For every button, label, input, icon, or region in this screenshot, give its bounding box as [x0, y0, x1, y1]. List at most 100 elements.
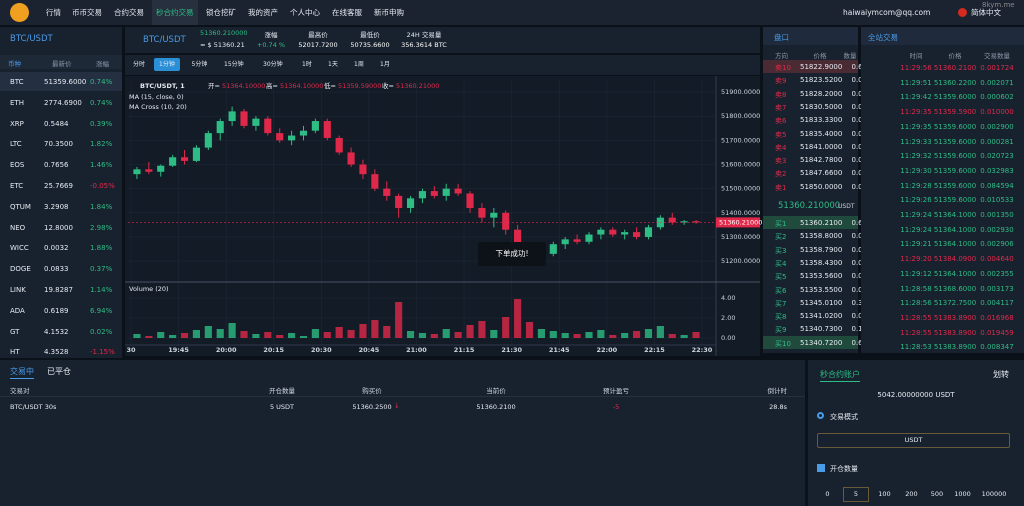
mode-label: 交易模式	[830, 413, 858, 421]
orderbook-price: 51353.5600	[800, 272, 843, 281]
market-coin[interactable]: LTC	[10, 140, 22, 149]
market-change: 1.46%	[90, 161, 113, 170]
market-coin[interactable]: LINK	[10, 286, 26, 294]
positions-tab[interactable]: 已平仓	[47, 367, 71, 376]
volume-bar	[502, 317, 510, 338]
market-price: 2774.6900	[44, 98, 82, 107]
nav-item[interactable]: 币币交易	[72, 8, 102, 17]
volume-bar	[252, 334, 260, 338]
positions-column: 当前价	[486, 387, 506, 395]
market-coin[interactable]: NEO	[10, 223, 26, 232]
orderbook-price: 51822.9000	[800, 63, 843, 71]
interval-button[interactable]: 15分钟	[224, 61, 244, 68]
amount-button[interactable]: 100000	[981, 490, 1007, 498]
trades-column: 交易数量	[984, 52, 1010, 60]
orderbook-price: 51835.4000	[800, 129, 843, 138]
trade-time: 11:29:30	[900, 166, 932, 175]
orderbook-side: 买5	[775, 273, 787, 282]
interval-button[interactable]: 1时	[302, 61, 312, 68]
orderbook-price: 51828.2000	[800, 89, 843, 98]
trade-price: 51360.2100	[933, 64, 977, 72]
candle-body	[621, 232, 629, 235]
account-title[interactable]: 秒合约账户	[820, 369, 860, 382]
candle-body	[573, 239, 581, 242]
legend-value: 51364.10000	[222, 82, 265, 90]
trade-amount: 0.004117	[980, 299, 1014, 308]
market-price: 3.2908	[44, 202, 69, 211]
positions-cell: -5	[612, 403, 620, 411]
interval-button[interactable]: 5分钟	[191, 61, 208, 68]
candle-body	[133, 169, 141, 175]
market-coin[interactable]: ETH	[10, 98, 24, 107]
orderbook-side: 买9	[775, 326, 787, 335]
trades-header	[861, 27, 1024, 45]
market-coin[interactable]: ADA	[10, 306, 25, 315]
nav-item[interactable]: 合约交易	[114, 8, 144, 17]
interval-button[interactable]: 1周	[354, 61, 364, 68]
mode-button[interactable]: USDT	[817, 433, 1010, 448]
amount-button[interactable]: 1000	[954, 490, 971, 498]
volume-bar	[537, 329, 545, 338]
nav-item[interactable]: 我的资产	[248, 8, 278, 17]
market-price: 0.5484	[44, 119, 69, 128]
market-coin[interactable]: DOGE	[10, 265, 31, 274]
volume-bar	[644, 329, 653, 338]
amount-button[interactable]: 200	[905, 490, 918, 498]
amount-button[interactable]: 5	[843, 487, 869, 502]
y-tick-label: 4.00	[721, 294, 735, 302]
nav-item[interactable]: 个人中心	[290, 8, 320, 17]
volume-title: Volume (20)	[129, 285, 169, 293]
volume-bar	[371, 320, 379, 338]
market-coin[interactable]: XRP	[10, 119, 24, 128]
positions-column: 购买价	[362, 387, 382, 395]
nav-item[interactable]: 在线客服	[332, 8, 362, 17]
x-tick-label: 21:45	[549, 346, 570, 354]
amount-button[interactable]: 500	[930, 490, 944, 498]
market-coin[interactable]: EOS	[10, 161, 25, 170]
trade-time: 11:28:58	[900, 284, 932, 293]
market-coin[interactable]: ETC	[10, 182, 24, 190]
interval-button[interactable]: 分时	[133, 61, 146, 68]
ticker-stat-label: 24H 交易量	[406, 31, 442, 39]
positions-tab[interactable]: 交易中	[10, 366, 34, 379]
market-price: 0.7656	[44, 161, 69, 170]
nav-item[interactable]: 秒合约交易	[152, 0, 198, 25]
volume-bar	[621, 333, 629, 338]
market-price: 70.3500	[44, 140, 73, 149]
trade-amount: 0.002355	[980, 269, 1014, 278]
language[interactable]: 简体中文	[971, 8, 1001, 17]
nav-item[interactable]: 行情	[46, 8, 61, 17]
market-coin[interactable]: GT	[10, 327, 20, 336]
legend-value: 51360.21000	[396, 82, 439, 90]
nav-item[interactable]: 新币申购	[374, 8, 404, 17]
y-tick-label: 51700.0000	[721, 136, 760, 144]
x-tick-label: 21:30	[501, 346, 522, 354]
legend-label: 收=	[382, 81, 394, 90]
volume-bar	[585, 332, 593, 338]
account-transfer[interactable]: 划转	[993, 370, 1009, 379]
market-coin[interactable]: QTUM	[10, 202, 31, 211]
candle-body	[252, 118, 260, 126]
trades-title: 全站交易	[868, 33, 898, 42]
legend-value: 51359.59000	[338, 82, 381, 90]
interval-button[interactable]: 30分钟	[263, 61, 283, 68]
market-head	[0, 55, 122, 69]
market-coin[interactable]: WICC	[10, 244, 29, 253]
candle-body	[549, 244, 557, 254]
candle-body	[145, 169, 153, 172]
market-coin[interactable]: HT	[10, 348, 20, 357]
nav-item[interactable]: 锁仓挖矿	[206, 8, 236, 17]
trade-time: 11:29:33	[900, 137, 932, 146]
interval-button[interactable]: 1月	[380, 61, 390, 68]
interval-button[interactable]: 1分钟	[154, 58, 180, 71]
amount-button[interactable]: 0	[825, 490, 830, 498]
amount-button[interactable]: 100	[878, 490, 891, 498]
orderbook-price: 51850.0000	[800, 182, 843, 191]
candle-body	[157, 165, 165, 172]
user-email[interactable]: haiwaiymcom@qq.com	[843, 8, 931, 17]
market-coin[interactable]: BTC	[10, 78, 24, 86]
mode-icon	[817, 412, 824, 419]
trade-price: 51359.6000	[933, 166, 977, 175]
interval-button[interactable]: 1天	[328, 61, 338, 68]
trade-amount: 0.001724	[980, 64, 1014, 72]
